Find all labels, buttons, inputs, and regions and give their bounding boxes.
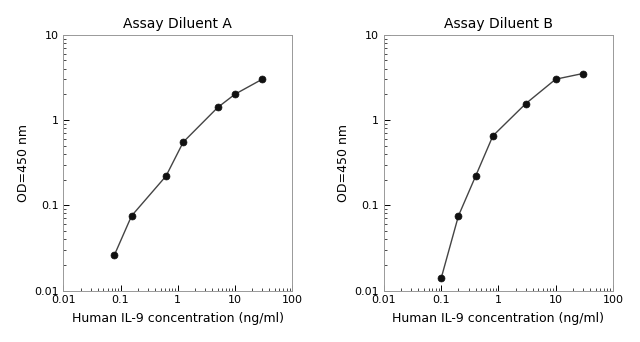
X-axis label: Human IL-9 concentration (ng/ml): Human IL-9 concentration (ng/ml)	[392, 312, 604, 325]
Title: Assay Diluent A: Assay Diluent A	[124, 17, 232, 31]
X-axis label: Human IL-9 concentration (ng/ml): Human IL-9 concentration (ng/ml)	[72, 312, 284, 325]
Y-axis label: OD=450 nm: OD=450 nm	[337, 123, 350, 201]
Y-axis label: OD=450 nm: OD=450 nm	[17, 123, 29, 201]
Title: Assay Diluent B: Assay Diluent B	[444, 17, 553, 31]
